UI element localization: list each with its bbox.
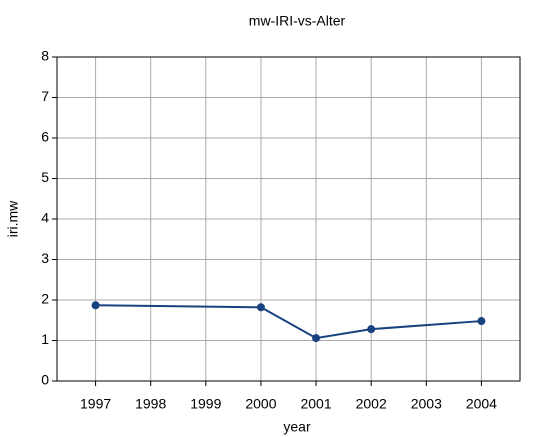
data-point [477,317,486,326]
x-tick-label: 2000 [245,396,276,412]
y-tick-label: 4 [41,210,49,226]
x-tick-label: 2002 [356,396,387,412]
y-tick-label: 5 [41,169,49,185]
x-tick-label: 2001 [300,396,331,412]
x-tick-label: 2003 [411,396,442,412]
data-point [367,325,376,334]
x-tick-label: 1999 [190,396,221,412]
y-tick-label: 8 [41,48,49,64]
data-point [91,301,100,310]
data-line [95,304,482,340]
y-tick-label: 7 [41,88,49,104]
data-point [312,334,321,343]
chart-title: mw-IRI-vs-Alter [249,13,346,29]
plot-frame [56,56,521,382]
y-tick-label: 0 [41,372,49,388]
x-axis-label: year [283,419,311,435]
data-point [256,303,265,312]
x-tick-label: 2004 [466,396,497,412]
y-axis-label: iri.mw [5,200,21,237]
y-tick-label: 3 [41,250,49,266]
y-tick-label: 6 [41,129,49,145]
y-tick-label: 2 [41,291,49,307]
x-tick-label: 1998 [135,396,166,412]
x-tick-label: 1997 [80,396,111,412]
y-tick-label: 1 [41,331,49,347]
